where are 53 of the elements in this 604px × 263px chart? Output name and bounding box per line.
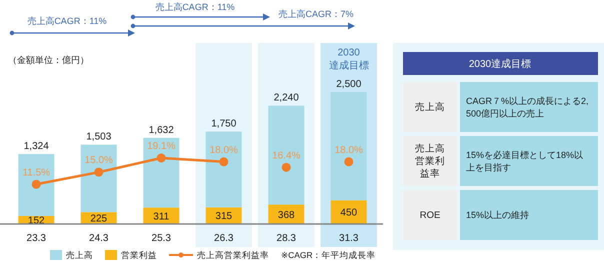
data-label: 311 (153, 211, 170, 222)
point (219, 157, 228, 166)
text: ※CAGR：年平均成長率 (281, 250, 376, 260)
point (282, 162, 291, 172)
point (94, 168, 104, 177)
bar (143, 138, 180, 208)
legend-label: 営業利益 (121, 250, 157, 260)
x-tick-label: 26.3 (214, 233, 234, 244)
text: 売上高CAGR：11% (27, 16, 107, 26)
data-label: 18.0% (210, 144, 238, 156)
text: ROE (420, 210, 440, 221)
band-label: 2030 達成目標 (328, 48, 369, 72)
text: 売上高 (415, 101, 445, 113)
point (32, 180, 41, 189)
bar (268, 106, 304, 205)
total-label: 2,500 (336, 79, 362, 90)
x-tick-label: 23.3 (26, 233, 46, 244)
legend-label: 売上高営業利益率 (197, 250, 269, 260)
text: 15%以上の維持 (466, 210, 530, 220)
point (344, 157, 354, 166)
text: 売上高営業利益率 (415, 142, 445, 180)
bar (330, 92, 367, 200)
total-label: 1,632 (148, 124, 174, 136)
text: 売上高CAGR：11% (155, 2, 235, 12)
x-tick-label: 31.3 (339, 233, 359, 244)
data-label: 315 (215, 211, 233, 222)
text: （金額単位：億円） (8, 55, 89, 65)
data-label: 19.1% (147, 141, 176, 152)
bar (18, 154, 54, 216)
data-label: 152 (28, 215, 46, 226)
text: 15%を必達目標として18%以上を目指す (466, 150, 584, 172)
data-label: 15.0% (84, 155, 114, 166)
x-tick-label: 25.3 (152, 233, 172, 244)
total-label: 1,750 (211, 118, 237, 130)
data-label: 368 (278, 210, 296, 221)
total-label: 1,324 (24, 141, 50, 152)
bar (80, 144, 117, 212)
data-label: 16.4% (272, 150, 301, 162)
text: 売上高CAGR：7% (278, 9, 354, 19)
legend-label: 売上高 (66, 250, 93, 260)
data-label: 450 (340, 208, 358, 219)
x-tick-label: 28.3 (276, 233, 296, 244)
data-label: 11.5% (22, 167, 50, 178)
bar (330, 200, 367, 224)
x-tick-label: 24.3 (89, 233, 109, 244)
bar (206, 132, 242, 208)
text: CAGR７%以上の成長による2,500億円以上の売上 (466, 96, 589, 118)
total-label: 2,240 (274, 92, 300, 104)
data-label: 225 (90, 214, 108, 225)
total-label: 1,503 (86, 132, 112, 143)
text: 2030達成目標 (468, 58, 532, 70)
point (156, 154, 166, 162)
data-label: 18.0% (334, 144, 364, 156)
